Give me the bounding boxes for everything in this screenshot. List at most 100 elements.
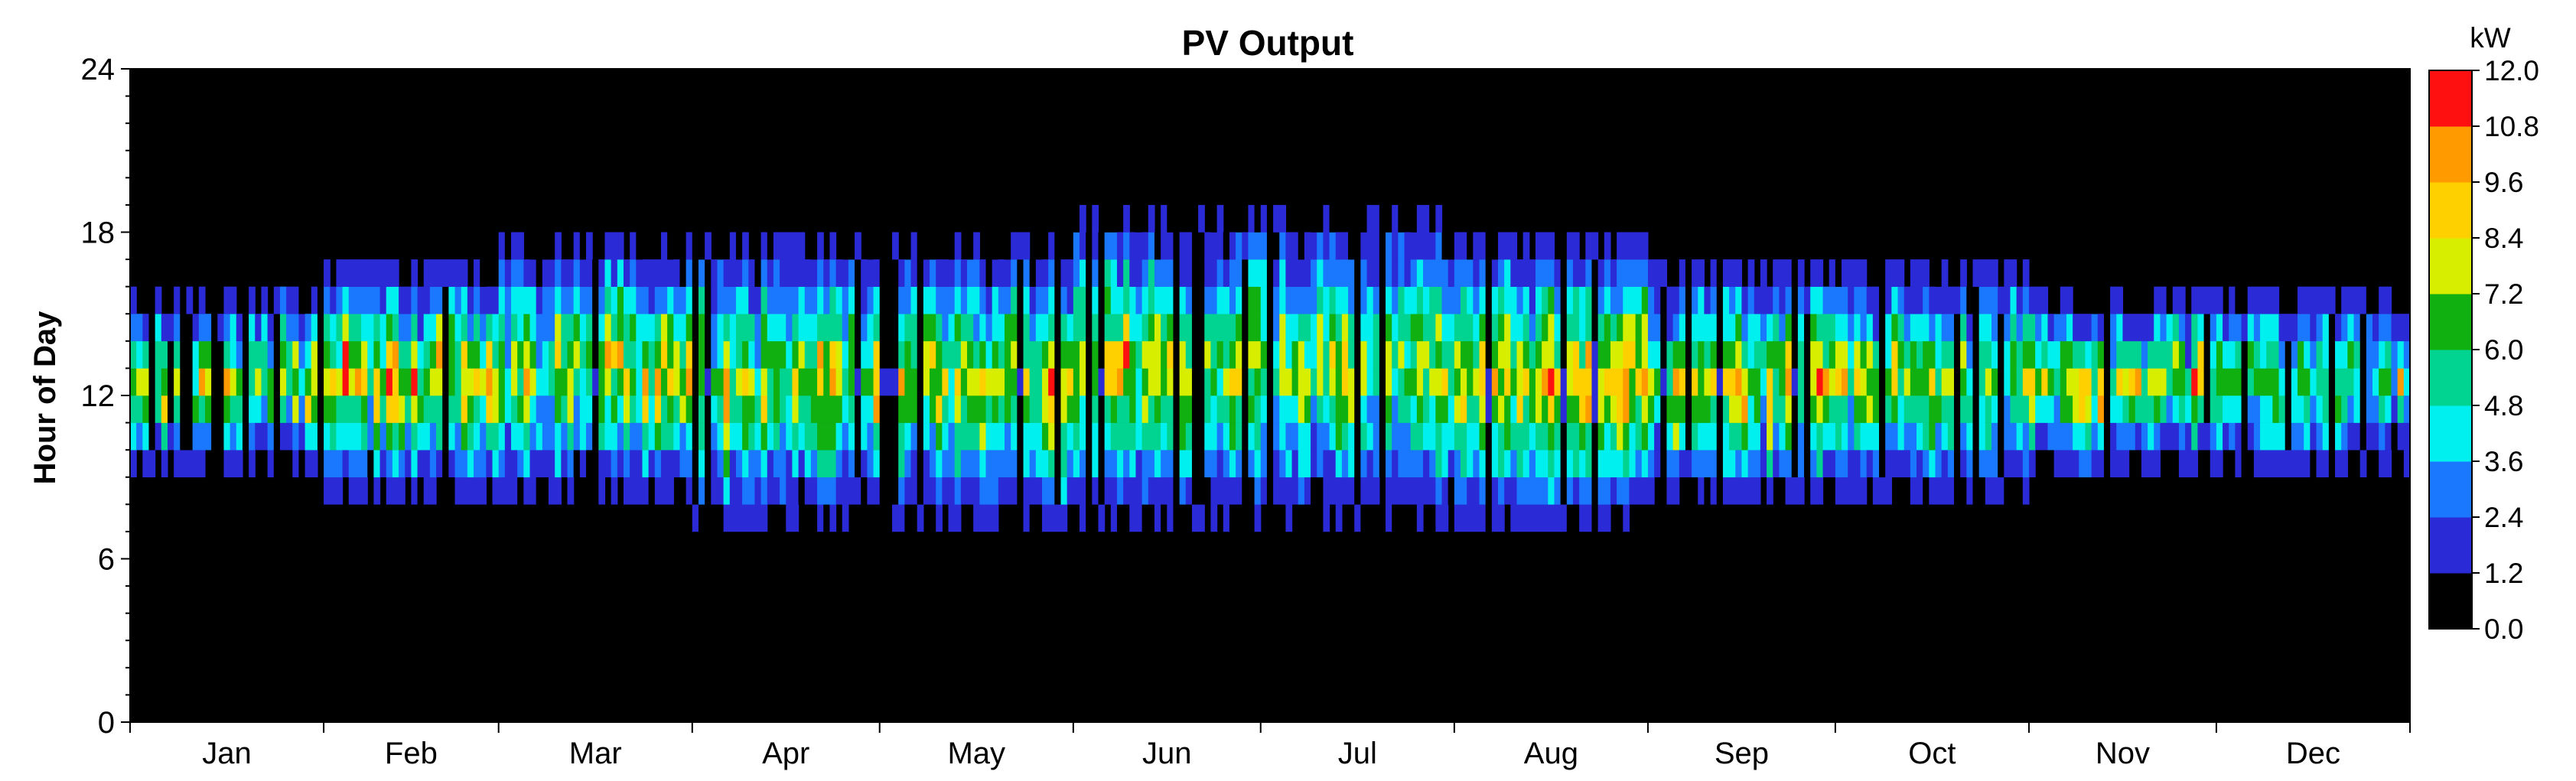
x-tick-label: Sep	[1715, 737, 1769, 770]
heatmap-cell	[879, 340, 887, 369]
heatmap-cell	[1710, 450, 1718, 478]
heatmap-cell	[417, 422, 425, 451]
heatmap-cell	[686, 422, 693, 451]
heatmap-cell	[1897, 286, 1905, 314]
heatmap-cell	[1529, 286, 1536, 314]
heatmap-cell	[2285, 450, 2292, 478]
heatmap-cell	[630, 340, 637, 369]
heatmap-cell	[1116, 340, 1124, 369]
heatmap-cell	[1816, 340, 1824, 369]
heatmap-cell	[1392, 504, 1399, 532]
heatmap-cell	[448, 340, 456, 369]
heatmap-cell	[1829, 422, 1836, 451]
heatmap-cell	[898, 504, 905, 532]
heatmap-cell	[2359, 422, 2367, 451]
heatmap-cell	[1491, 340, 1499, 369]
heatmap-cell	[1698, 395, 1705, 423]
heatmap-cell	[804, 504, 812, 532]
heatmap-cell	[786, 368, 793, 396]
heatmap-cell	[1135, 368, 1143, 396]
heatmap-cell	[1516, 504, 1524, 532]
colorbar: 0.01.22.43.64.86.07.28.49.610.812.0	[2428, 55, 2539, 645]
heatmap-cell	[754, 314, 762, 342]
heatmap-cell	[1848, 259, 1855, 287]
heatmap-cell	[1698, 450, 1705, 478]
heatmap-cell	[573, 340, 581, 369]
heatmap-cell	[1522, 340, 1530, 369]
x-tick-label: Jan	[202, 737, 252, 770]
heatmap-cell	[2335, 395, 2342, 423]
heatmap-cell	[2141, 450, 2148, 478]
heatmap-cell	[954, 286, 962, 314]
heatmap-cell	[2403, 450, 2411, 478]
heatmap-cell	[879, 395, 887, 423]
heatmap-cell	[2253, 286, 2261, 314]
heatmap-cell	[1017, 259, 1024, 287]
heatmap-cell	[1810, 314, 1817, 342]
heatmap-cell	[1092, 340, 1099, 369]
heatmap-cell	[523, 314, 531, 342]
heatmap-cell	[1216, 450, 1224, 478]
heatmap-cell	[1086, 504, 1093, 532]
heatmap-cell	[2272, 395, 2280, 423]
heatmap-cell	[504, 477, 512, 505]
heatmap-cell	[492, 368, 500, 396]
heatmap-cell	[660, 314, 668, 342]
heatmap-cell	[786, 340, 793, 369]
heatmap-cell	[742, 232, 749, 260]
heatmap-cell	[1092, 504, 1099, 532]
heatmap-cell	[2216, 314, 2223, 342]
heatmap-cell	[348, 422, 356, 451]
heatmap-cell	[1629, 314, 1636, 342]
heatmap-cell	[1647, 395, 1655, 423]
heatmap-cell	[642, 395, 650, 423]
heatmap-cell	[1116, 477, 1124, 505]
heatmap-cell	[810, 477, 818, 505]
heatmap-cell	[1647, 259, 1655, 287]
heatmap-cell	[1516, 450, 1524, 478]
heatmap-cell	[298, 340, 306, 369]
heatmap-cell	[1579, 314, 1586, 342]
heatmap-cell	[1872, 314, 1880, 342]
heatmap-cell	[236, 314, 243, 342]
heatmap-cell	[379, 340, 387, 369]
heatmap-cell	[1735, 450, 1743, 478]
heatmap-cell	[2004, 477, 2011, 505]
heatmap-cell	[386, 395, 393, 423]
heatmap-cell	[960, 340, 968, 369]
heatmap-cell	[1485, 340, 1493, 369]
heatmap-cell	[1260, 204, 1268, 233]
heatmap-cell	[2128, 314, 2136, 342]
heatmap-cell	[2085, 368, 2092, 396]
heatmap-cell	[1035, 340, 1043, 369]
heatmap-cell	[673, 314, 681, 342]
heatmap-cell	[2285, 314, 2292, 342]
heatmap-cell	[773, 340, 780, 369]
heatmap-cell	[892, 259, 899, 287]
heatmap-cell	[729, 340, 737, 369]
heatmap-cell	[298, 286, 306, 314]
heatmap-cell	[1585, 504, 1593, 532]
heatmap-cell	[579, 314, 587, 342]
heatmap-cell	[1266, 422, 1274, 451]
heatmap-cell	[692, 314, 699, 342]
heatmap-cell	[2216, 340, 2223, 369]
heatmap-cell	[2097, 340, 2105, 369]
heatmap-cell	[2053, 422, 2061, 451]
heatmap-cell	[1229, 395, 1236, 423]
heatmap-cell	[392, 422, 399, 451]
heatmap-cell	[1566, 395, 1574, 423]
heatmap-cell	[1167, 450, 1174, 478]
heatmap-cell	[555, 395, 562, 423]
heatmap-cell	[954, 368, 962, 396]
heatmap-cell	[1579, 477, 1586, 505]
heatmap-cell	[760, 477, 768, 505]
heatmap-cell	[979, 259, 987, 287]
heatmap-cell	[373, 422, 381, 451]
heatmap-cell	[2066, 368, 2073, 396]
heatmap-cell	[592, 286, 599, 314]
heatmap-cell	[1885, 314, 1892, 342]
heatmap-cell	[2148, 368, 2154, 396]
heatmap-cell	[1760, 340, 1767, 369]
heatmap-cell	[767, 286, 774, 314]
